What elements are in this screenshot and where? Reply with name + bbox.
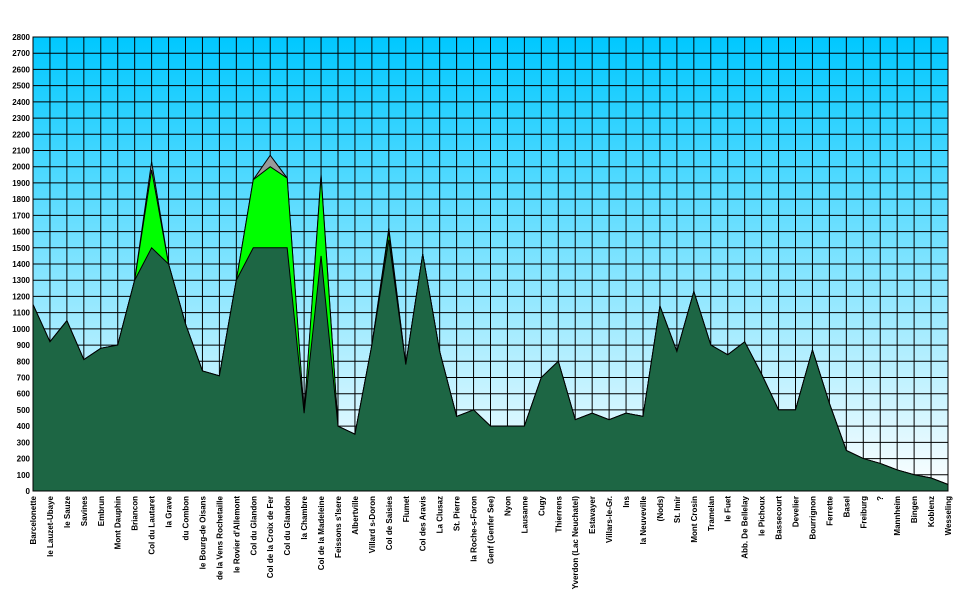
y-tick-label: 200 (17, 455, 31, 464)
y-tick-label: 1000 (12, 325, 30, 334)
x-tick-label: Genf (Genfer See) (487, 496, 496, 564)
y-tick-label: 2600 (12, 65, 30, 74)
x-tick-label: le Pichoux (758, 495, 767, 536)
plot-frame (32, 36, 949, 492)
x-tick-label: Col du Glandon (283, 496, 292, 556)
x-tick-label: Yverdon (Lac Neuchatel) (571, 496, 580, 590)
x-tick-label: la Neuveville (639, 495, 648, 544)
x-tick-label: Wesseling (944, 496, 953, 536)
x-tick-label: St. Imir (673, 496, 682, 523)
x-tick-label: Albertville (351, 495, 360, 534)
area (33, 239, 948, 491)
x-tick-label: Savines (80, 495, 89, 526)
y-tick-label: 1800 (12, 195, 30, 204)
y-tick-label: 1700 (12, 211, 30, 220)
y-tick-label: 2700 (12, 49, 30, 58)
x-tick-label: la Chambre (300, 495, 309, 539)
y-tick-label: 2000 (12, 163, 30, 172)
x-tick-label: Flumet (402, 496, 411, 523)
y-tick-label: 500 (17, 406, 31, 415)
y-tick-label: 2400 (12, 98, 30, 107)
x-tick-label: Lausanne (520, 495, 529, 533)
x-tick-label: le Sauze (63, 495, 72, 528)
y-tick-label: 1200 (12, 292, 30, 301)
y-tick-label: 1100 (13, 309, 31, 318)
x-tick-label: Col du Lautaret (148, 496, 157, 555)
x-tick-label: Koblenz (927, 496, 936, 527)
x-tick-label: Col des Aravis (419, 495, 428, 551)
x-tick-label: Col de Saisies (385, 495, 394, 550)
x-tick-label: du Combon (182, 496, 191, 541)
x-tick-label: Mont Dauphin (114, 496, 123, 549)
x-tick-label: La Clusaz (436, 496, 445, 533)
x-tick-label: Col du Glandon (249, 496, 258, 556)
y-tick-label: 1900 (12, 179, 30, 188)
x-tick-label: Thierrens (554, 495, 563, 532)
x-tick-label: Ferrette (825, 495, 834, 525)
x-tick-label: le Lauzet-Ubaye (46, 495, 55, 556)
x-tick-label: Basel (842, 496, 851, 517)
y-tick-label: 800 (17, 357, 31, 366)
x-tick-label: Barcelonette (29, 495, 38, 544)
y-tick-label: 1400 (12, 260, 30, 269)
y-tick-label: 2800 (12, 33, 30, 42)
y-tick-label: 700 (17, 374, 31, 383)
x-tick-label: Embrun (97, 496, 106, 526)
x-tick-label: de la Vens Rochetaille (215, 495, 224, 580)
x-tick-label: Col de la Croix de Fer (266, 496, 275, 578)
x-tick-label: Tramelan (707, 496, 716, 531)
x-tick-label: Col de la Madeleine (317, 495, 326, 570)
y-tick-label: 100 (17, 471, 31, 480)
y-tick-label: 900 (17, 341, 31, 350)
x-tick-label: le Fuet (724, 496, 733, 522)
x-tick-label: Estavayer (588, 496, 597, 534)
x-tick-label: Briancon (131, 496, 140, 531)
x-tick-label: Feissons s'Isere (334, 495, 343, 557)
y-tick-label: 1500 (12, 244, 30, 253)
y-tick-label: 2500 (12, 82, 30, 91)
x-tick-label: le Bourg-de Oisans (198, 495, 207, 569)
y-tick-label: 0 (26, 487, 31, 496)
x-tick-label: Develier (792, 496, 801, 527)
x-tick-label: (Nods) (656, 496, 665, 522)
y-tick-label: 2200 (12, 130, 30, 139)
x-tick-label: St. Pierre (453, 495, 462, 531)
y-tick-label: 600 (17, 390, 31, 399)
x-tick-label: Mannheim (893, 496, 902, 536)
x-tick-label: Abb. De Bellelay (741, 495, 750, 558)
x-tick-label: Villard s-Doron (368, 496, 377, 553)
x-tick-label: la Grave (165, 495, 174, 527)
area-outline (32, 239, 949, 485)
x-tick-label: Freiburg (859, 496, 868, 529)
y-tick-label: 2100 (12, 147, 30, 156)
y-tick-label: 1600 (12, 228, 30, 237)
x-tick-label: Nyon (503, 496, 512, 516)
y-tick-label: 2300 (12, 114, 30, 123)
y-tick-label: 400 (17, 422, 31, 431)
x-tick-label: ? (876, 496, 885, 501)
x-tick-label: Ins (622, 495, 631, 507)
y-tick-label: 300 (17, 438, 31, 447)
x-tick-label: la Roche-s-Foron (470, 496, 479, 562)
x-tick-label: Bourrignon (808, 496, 817, 540)
x-tick-label: le Rovier d'Allemont (232, 496, 241, 573)
x-tick-label: Mont Crosin (690, 496, 699, 543)
x-tick-label: Bassecourt (775, 496, 784, 540)
x-tick-label: Cugy (537, 495, 546, 516)
y-tick-label: 1300 (12, 276, 30, 285)
x-tick-label: Bingen (910, 496, 919, 523)
x-tick-label: Villars-le-Gr. (605, 496, 614, 543)
